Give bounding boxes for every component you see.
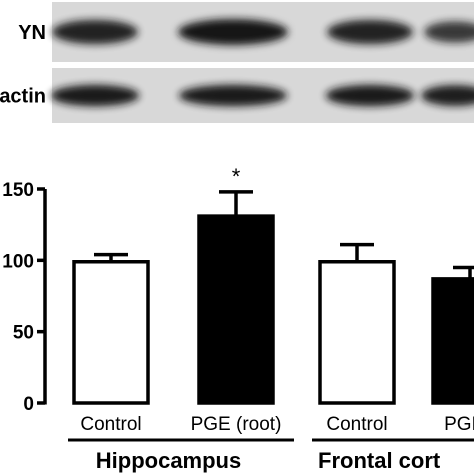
blot-band xyxy=(424,21,474,43)
group-label: Hippocampus xyxy=(96,448,241,473)
x-tick-label: Control xyxy=(326,414,387,435)
x-tick-label: PGE (root) xyxy=(191,414,282,435)
blot-row-label: actin xyxy=(0,86,46,108)
y-tick-label: 100 xyxy=(2,251,34,272)
bar xyxy=(431,277,474,405)
bar xyxy=(72,260,150,405)
blot-band xyxy=(50,84,140,107)
blot-band xyxy=(327,19,413,45)
western-blot-image: YN actin xyxy=(0,2,474,123)
x-tick-label: PGE ( xyxy=(444,414,474,435)
bar xyxy=(318,260,396,405)
blot-band xyxy=(52,19,138,45)
group-label: Frontal cort xyxy=(318,448,441,473)
bar xyxy=(197,214,275,405)
y-tick-label: 150 xyxy=(2,180,34,201)
y-tick-label: 50 xyxy=(13,323,34,344)
y-tick-label: 0 xyxy=(23,394,34,415)
x-tick-label: Control xyxy=(80,414,141,435)
blot-band xyxy=(178,19,288,45)
blot-band xyxy=(421,84,474,107)
blot-row-label: YN xyxy=(18,22,46,44)
significance-marker: * xyxy=(232,164,241,189)
blot-band xyxy=(178,84,288,107)
blot-band xyxy=(325,84,415,107)
